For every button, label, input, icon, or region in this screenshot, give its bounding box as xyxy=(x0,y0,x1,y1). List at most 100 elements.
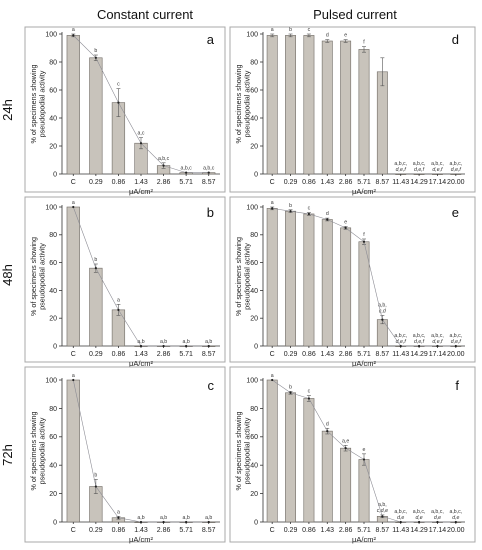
trend-point xyxy=(139,142,143,145)
y-tick-label: 0 xyxy=(254,343,258,350)
trend-point xyxy=(139,520,143,524)
x-tick-label: 0.86 xyxy=(112,527,126,534)
y-tick-label: 20 xyxy=(250,491,258,498)
y-axis-label-line2: pseudopodial activity xyxy=(243,70,252,137)
significance-label: a,b xyxy=(137,515,144,521)
significance-label: a xyxy=(72,200,75,206)
x-tick-label: 8.57 xyxy=(376,527,390,534)
y-tick-label: 80 xyxy=(250,232,258,239)
significance-label: d,e,f xyxy=(432,167,443,173)
y-axis-label: % of specimens showingpseudopodial activ… xyxy=(29,64,47,143)
y-axis-label-line2: pseudopodial activity xyxy=(38,70,47,137)
significance-label: a,e xyxy=(342,438,349,444)
y-tick-label: 100 xyxy=(246,204,258,211)
y-tick-label: 60 xyxy=(250,87,258,94)
significance-label: d,e,f xyxy=(451,339,462,345)
significance-label: a xyxy=(271,27,274,33)
bar-C xyxy=(66,206,80,347)
bar-C xyxy=(66,35,80,175)
trend-point xyxy=(399,344,402,348)
trend-point xyxy=(362,240,366,243)
significance-label: a,b, xyxy=(378,502,387,508)
trend-point xyxy=(94,485,97,488)
significance-label: b xyxy=(94,48,97,54)
y-axis-label-line2: pseudopodial activity xyxy=(38,243,47,310)
x-tick-label: 1.43 xyxy=(134,351,148,358)
x-tick-label: 5.71 xyxy=(357,527,371,534)
y-tick-label: 20 xyxy=(250,316,258,323)
x-tick-label: 1.43 xyxy=(320,351,334,358)
x-tick-label: 2.86 xyxy=(339,351,353,358)
trend-point xyxy=(162,164,165,167)
bar-5.71 xyxy=(358,49,370,175)
bar-8.57 xyxy=(376,71,388,175)
x-tick-label: 20.00 xyxy=(447,351,465,358)
trend-point xyxy=(207,344,210,348)
x-axis-label: μA/cm² xyxy=(129,187,153,196)
trend-point xyxy=(72,378,75,382)
significance-label: e xyxy=(344,219,347,225)
x-tick-label: 2.86 xyxy=(339,527,353,534)
x-tick-label: 0.29 xyxy=(284,527,298,534)
x-tick-label: 17.14 xyxy=(429,179,447,186)
y-tick-label: 40 xyxy=(49,463,57,470)
y-tick-label: 40 xyxy=(49,288,57,295)
x-tick-label: 5.71 xyxy=(357,179,371,186)
y-tick-label: 100 xyxy=(45,204,57,211)
bar-0.86 xyxy=(303,398,315,523)
significance-label: a xyxy=(72,27,75,33)
y-tick-label: 0 xyxy=(53,343,57,350)
panel-a: 0 20 40 60 80 100 Ca 0.29 b 0.86 c 1.43 a,c 2.86 a,b,c… xyxy=(24,26,226,196)
y-axis-label-line2: pseudopodial activity xyxy=(38,417,47,484)
significance-label: a xyxy=(271,373,274,379)
trend-point xyxy=(207,171,210,174)
x-tick-label: 2.86 xyxy=(339,179,353,186)
trend-point xyxy=(162,344,165,348)
y-axis-label: % of specimens showingpseudopodial activ… xyxy=(234,411,252,490)
x-tick-label: 11.43 xyxy=(392,179,409,186)
significance-label: a,b,c xyxy=(203,166,215,172)
significance-label: d xyxy=(326,211,329,217)
significance-label: e xyxy=(344,33,347,39)
significance-label: b xyxy=(289,203,292,209)
significance-label: a,b,c, xyxy=(449,333,462,339)
significance-label: b xyxy=(289,27,292,33)
trend-point xyxy=(417,344,421,348)
bar-2.86 xyxy=(340,227,352,347)
bar-C xyxy=(266,208,278,347)
significance-label: a,b xyxy=(160,339,167,345)
y-axis-label-line2: pseudopodial activity xyxy=(243,243,252,310)
significance-label: d,e xyxy=(415,515,422,521)
bar-0.86 xyxy=(303,213,315,347)
significance-label: a,b,c, xyxy=(413,333,426,339)
x-tick-label: 0.29 xyxy=(284,351,298,358)
significance-label: a,b,c, xyxy=(449,509,462,515)
y-tick-label: 80 xyxy=(250,406,258,413)
trend-point xyxy=(185,171,188,174)
y-tick-label: 20 xyxy=(49,316,57,323)
significance-label: c,d,e xyxy=(377,508,388,514)
y-tick-label: 60 xyxy=(49,87,57,94)
x-axis-label: μA/cm² xyxy=(129,535,153,544)
y-tick-label: 80 xyxy=(250,59,258,66)
trend-point xyxy=(94,267,97,270)
x-tick-label: C xyxy=(270,179,275,186)
significance-label: d,e xyxy=(434,515,441,521)
y-axis-label: % of specimens showingpseudopodial activ… xyxy=(234,64,252,143)
trend-point xyxy=(207,520,210,524)
bar-2.86 xyxy=(340,40,352,175)
significance-label: c xyxy=(117,82,120,88)
significance-label: a,b,c, xyxy=(413,161,426,167)
trend-point xyxy=(344,447,347,450)
x-tick-label: 0.86 xyxy=(302,179,316,186)
significance-label: d,e,f xyxy=(451,167,462,173)
x-tick-label: 0.29 xyxy=(284,179,298,186)
x-tick-label: 20.00 xyxy=(447,179,465,186)
trend-point xyxy=(117,101,120,104)
x-tick-label: 1.43 xyxy=(134,527,148,534)
trend-point xyxy=(185,344,188,348)
y-tick-label: 100 xyxy=(45,31,57,38)
panel-e: 0 20 40 60 80 100 Ca 0.29 b 0.86 c 1.43 d 2.86 e 5.71 f 8… xyxy=(229,196,476,368)
y-axis-label-line1: % of specimens showing xyxy=(29,64,38,143)
significance-label: a xyxy=(117,297,120,303)
